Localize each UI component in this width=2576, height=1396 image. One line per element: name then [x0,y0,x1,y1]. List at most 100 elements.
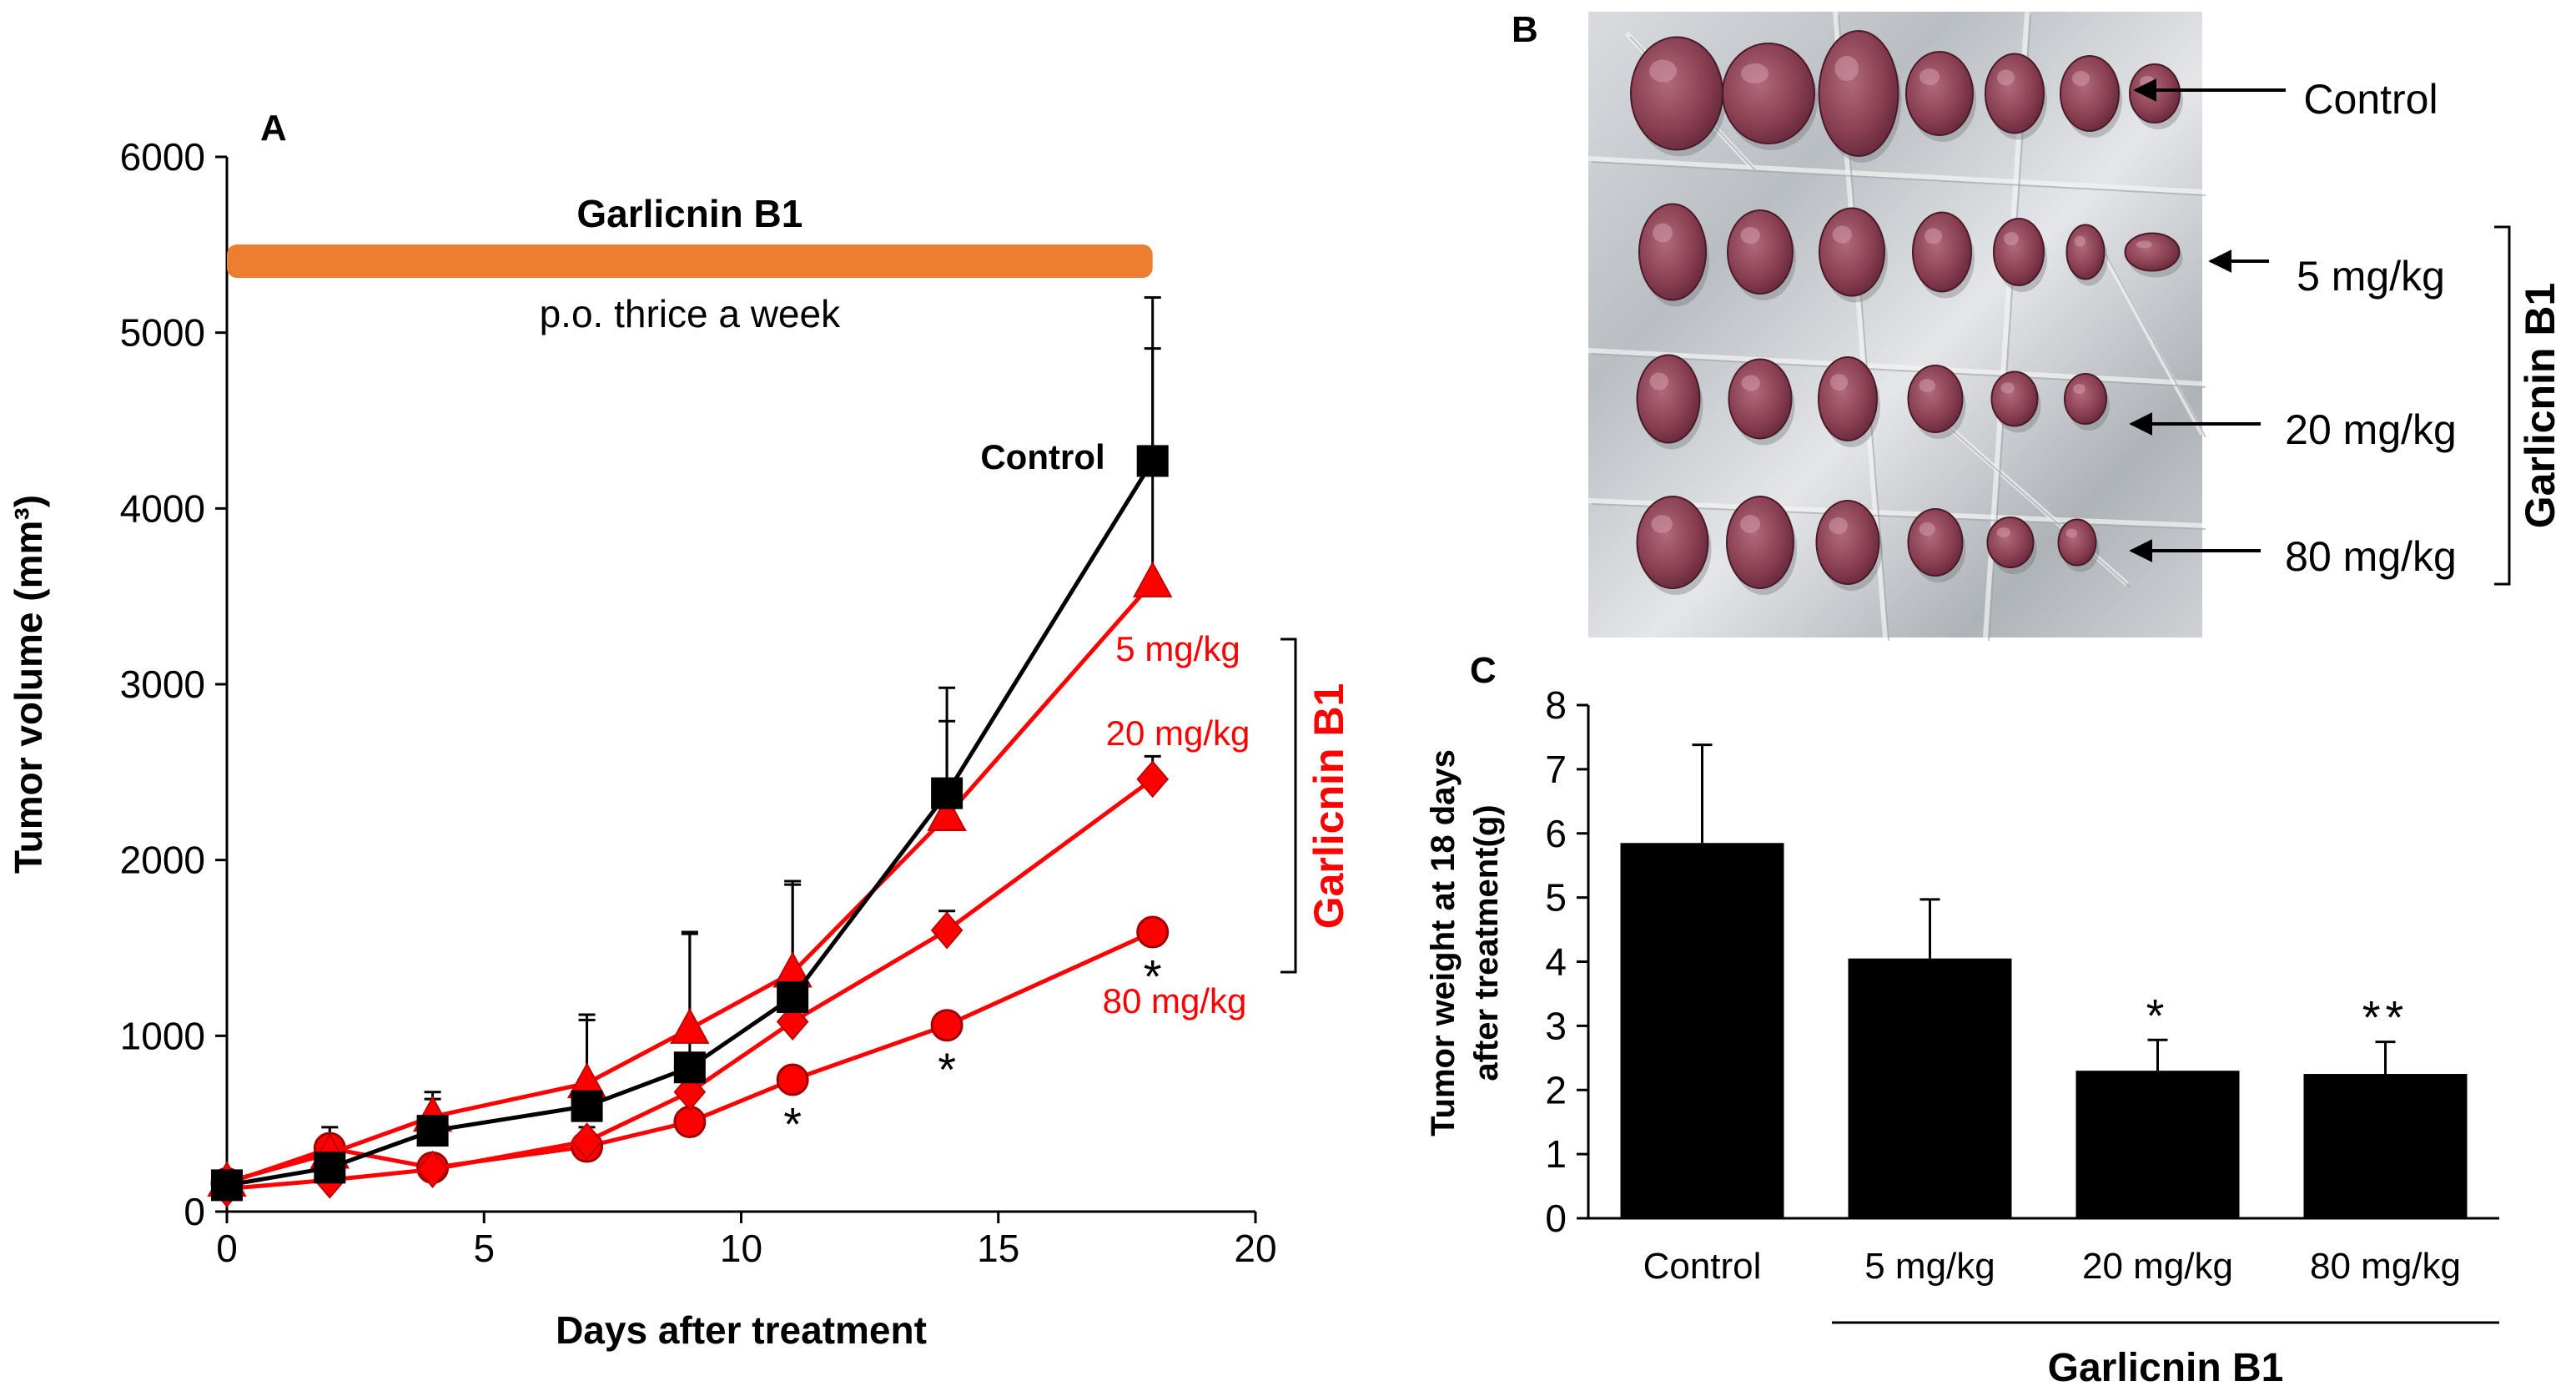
tumor-highlight [1830,374,1848,391]
tumor-highlight [1651,515,1673,533]
tumor-highlight [1924,228,1942,244]
data-point-diamond [416,1150,449,1188]
tumor-specimen [1907,508,1964,577]
tumor-highlight [2073,384,2085,394]
dosing-bar-sublabel: p.o. thrice a week [540,292,842,335]
tumor-specimen [2060,55,2120,132]
panel-c-y-axis-title: Tumor weight at 18 days after treatment(… [1425,749,1505,1136]
panel-a-axes: 0 1000 2000 3000 4000 5000 6000 0 5 10 15 20 [120,135,1277,1270]
tumor-highlight [1829,517,1848,534]
tumor-specimen [1990,370,2039,427]
row-label: 5 mg/kg [2297,253,2445,300]
x-tick-label: 0 [216,1227,238,1270]
data-point-diamond [571,1122,603,1161]
significance-star: * [2146,989,2170,1041]
data-point-square [314,1152,346,1184]
tumor-highlight [2074,235,2085,247]
category-label: 20 mg/kg [2082,1246,2233,1287]
tumor-highlight [2136,240,2152,249]
series-line-square [211,445,1169,1202]
tumor-highlight [1649,372,1668,391]
panel-c-bars: Control 5 mg/kg 20 mg/kg * 80 mg/kg ** [1620,743,2468,1287]
photo-group-bracket [2494,225,2511,586]
significance-star: ** [2362,991,2409,1044]
tumor-specimen [1727,209,1794,295]
tumor-highlight [1996,527,2010,537]
data-point-circle [1136,915,1170,949]
tumor-specimen [2065,224,2106,280]
y-tick-label: 0 [1545,1197,1567,1240]
tumor-highlight [2000,382,2015,394]
data-point-circle [776,1063,809,1096]
category-label: 5 mg/kg [1864,1246,1995,1287]
photo-row-labels: Control 5 mg/kg 20 mg/kg 80 mg/kg [2129,76,2457,580]
significance-star: * [938,1043,956,1096]
data-point-square [571,1090,603,1122]
bar [2303,1074,2468,1218]
panel-a-group-bracket: Garlicnin B1 [1280,638,1352,974]
tumor-specimen [1986,517,2035,568]
tumor-specimen [2057,518,2097,567]
data-point-diamond [1136,760,1170,799]
series-line [226,581,1155,1184]
x-axis-title: Days after treatment [556,1308,927,1352]
y-tick-label: 5000 [120,311,205,355]
data-point-square [673,1051,706,1084]
tumor-specimen [1818,30,1899,157]
tumor-highlight [2065,528,2077,538]
tumor-highlight [1653,223,1673,243]
y-tick-label: 8 [1545,683,1567,727]
row-label: 20 mg/kg [2285,406,2457,453]
bar [1620,843,1784,1218]
tumor-specimen [1728,358,1793,440]
y-tick-label: 2 [1545,1068,1567,1111]
tumor-specimen [1818,356,1878,441]
tumor-highlight [1740,515,1760,533]
y-tick-label: 4000 [120,486,205,530]
tumor-highlight [1919,379,1935,392]
panel-a-line-chart: A 0 1000 2000 3000 4000 5000 6000 0 5 10 15 20 Garl… [7,108,1352,1352]
bar [2075,1071,2240,1218]
tumor-specimen [1819,207,1885,297]
panel-a-series: * * * [207,296,1173,1208]
tumor-highlight [2004,232,2019,245]
data-point-square [211,1169,243,1202]
row-label: Control [2303,76,2438,123]
y-tick-label: 0 [184,1190,205,1233]
significance-star: * [783,1097,802,1150]
row-label: 80 mg/kg [2285,533,2457,580]
foil-crease-shadow [2105,253,2206,438]
tumor-specimen [1912,211,1972,293]
foil-crease [1587,348,2203,386]
y-tick-label: 3000 [120,663,205,706]
tumor-highlight [2140,76,2155,88]
tumor-highlight [1997,69,2015,86]
group-bracket [1280,638,1297,974]
y-axis-title: Tumor volume (mm³) [7,495,50,874]
data-point-square [777,980,809,1013]
dosing-bar-label: Garlicnin B1 [576,192,802,235]
tumor-specimen [1985,53,2045,134]
data-point-circle [673,1106,707,1139]
category-group-label: Garlicnin B1 [2048,1346,2284,1390]
y-tick-label: 6 [1545,812,1567,855]
tumor-specimen [2124,232,2181,272]
series-label: 20 mg/kg [1106,713,1250,753]
foil-crease [2100,249,2205,436]
photo-group-label: Garlicnin B1 [2517,283,2563,529]
tumor-specimen [1907,365,1964,433]
data-point-triangle [927,794,967,831]
tumor-highlight [1919,522,1935,536]
data-point-triangle [670,1007,710,1044]
group-bracket-label: Garlicnin B1 [1306,683,1352,930]
foil-crease [1587,156,2203,194]
data-point-square [416,1115,449,1147]
tumor-highlight [1741,63,1768,83]
x-tick-label: 20 [1234,1227,1276,1270]
y-axis-title-line-1: Tumor weight at 18 days [1425,749,1462,1136]
series-label: 5 mg/kg [1115,629,1240,668]
panel-label-b: B [1512,9,1538,50]
dosing-bar [227,244,1153,278]
y-tick-label: 6000 [120,135,205,179]
